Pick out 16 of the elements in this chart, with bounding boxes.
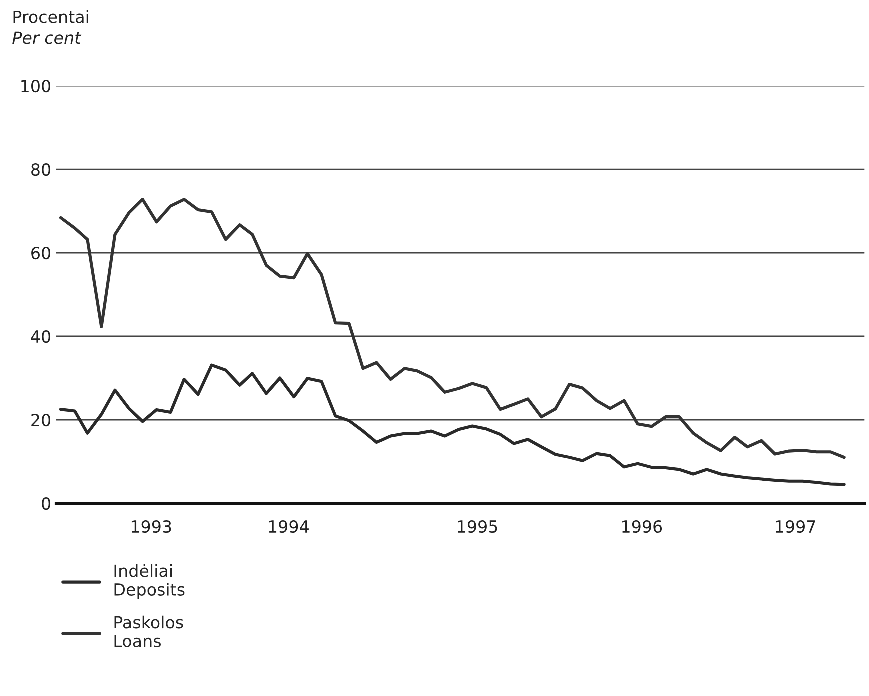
line-series: [59, 198, 846, 460]
x-tick-label: 1997: [776, 520, 816, 534]
line-series: [59, 364, 846, 486]
x-tick-label: 1994: [269, 520, 309, 534]
y-tick-label: 100: [22, 80, 51, 93]
y-tick-label: 60: [32, 246, 51, 260]
x-tick-label: 1993: [132, 520, 172, 534]
x-tick-label: 1996: [622, 520, 662, 534]
y-tick-label: 40: [31, 330, 51, 344]
y-tick-label: 0: [42, 497, 51, 510]
y-axis-title: Procentai Per cent: [12, 10, 88, 44]
legend-label: Indėliai Deposits: [114, 564, 185, 600]
legend-label: Paskolos Loans: [114, 616, 184, 648]
y-tick-label: 80: [32, 163, 51, 176]
y-tick-label: 20: [32, 414, 51, 427]
x-tick-label: 1995: [458, 520, 498, 534]
